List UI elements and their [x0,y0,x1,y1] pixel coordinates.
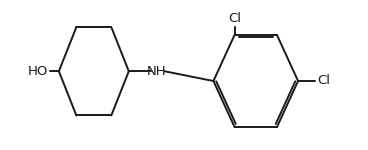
Text: NH: NH [146,65,166,78]
Text: HO: HO [28,65,49,78]
Text: Cl: Cl [318,75,330,87]
Text: Cl: Cl [228,12,241,25]
